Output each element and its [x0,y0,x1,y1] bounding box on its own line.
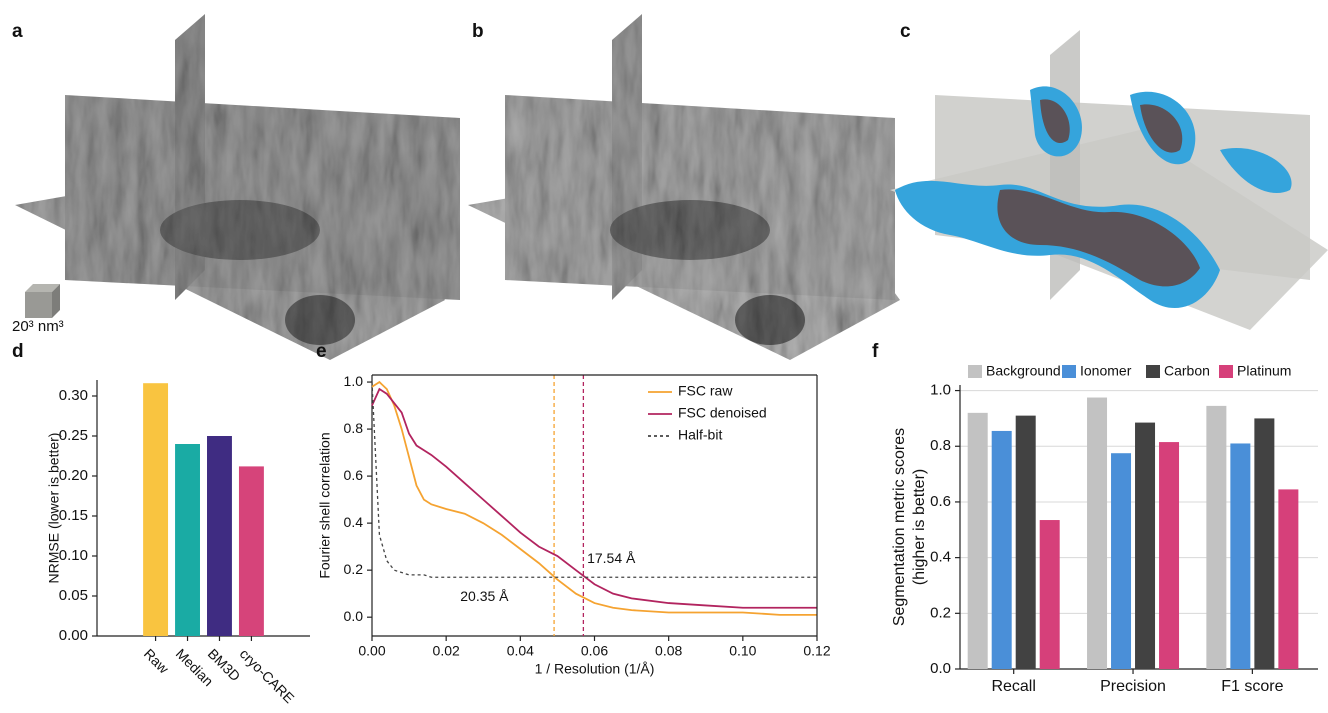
slice-xz [65,95,460,300]
legend-label: FSC denoised [678,405,767,421]
bar [239,466,264,636]
annotation: 17.54 Å [587,550,636,566]
panel-label: b [472,21,484,42]
panel-label: a [12,21,23,42]
line-series [372,389,817,608]
annotation: 20.35 Å [460,588,509,604]
x-tick-label: 0.02 [433,643,460,659]
structure [285,295,355,345]
bar [1040,520,1060,669]
y-tick-label: 0.2 [930,604,951,621]
x-tick-label: 0.10 [729,643,756,659]
y-tick-label: 0.05 [59,587,88,604]
x-tick-label: 0.00 [358,643,385,659]
y-tick-label: 0.30 [59,387,88,404]
legend-label: FSC raw [678,383,733,399]
y-tick-label: 0.15 [59,507,88,524]
y-tick-label: 0.10 [59,547,88,564]
y-tick-label: 0.6 [930,493,951,510]
y-tick-label: 0.0 [344,608,364,624]
bar [1135,423,1155,669]
y-tick-label: 0.20 [59,467,88,484]
bar [175,444,200,636]
legend-label: Background [986,363,1061,379]
x-tick-label: Recall [991,678,1035,695]
legend-label: Carbon [1164,363,1210,379]
y-tick-label: 0.2 [344,561,364,577]
panel-label: e [316,341,327,362]
bar [992,431,1012,669]
legend-swatch [1219,365,1233,378]
legend-swatch [1062,365,1076,378]
bar [1016,416,1036,669]
slice-yz [1050,30,1080,300]
x-tick-label: 0.12 [803,643,830,659]
structure [735,295,805,345]
y-tick-label: 0.8 [930,437,951,454]
bar [207,436,232,636]
panel-label: d [12,341,24,362]
x-tick-label: 0.04 [507,643,534,659]
slice-xz [505,95,895,300]
legend-swatch [968,365,982,378]
tomogram-raw [15,14,460,360]
y-tick-label: 0.00 [59,627,88,644]
legend-label: Platinum [1237,363,1291,379]
bar [1206,406,1226,669]
y-tick-label: 0.4 [344,514,364,530]
y-axis-title: NRMSE (lower is better) [46,433,62,584]
bar [1087,398,1107,669]
bar [968,413,988,669]
x-axis-title: 1 / Resolution (1/Å) [535,661,655,677]
figure: 20³ nm³ a b c d 0.00 0.05 0.10 0.15 0.20 0.25 0… [0,0,1328,713]
legend-swatch [1146,365,1160,378]
y-tick-label: 1.0 [344,373,364,389]
tomogram-denoised [468,14,900,360]
x-tick-label: 0.06 [581,643,608,659]
segmentation [890,30,1328,330]
cube-front [25,292,52,318]
y-tick-label: 0.0 [930,660,951,677]
y-tick-label: 0.25 [59,427,88,444]
panel-label: c [900,21,911,42]
structure [160,200,320,260]
bar [1278,489,1298,669]
y-axis-title: Fourier shell correlation [317,432,333,578]
y-tick-label: 1.0 [930,382,951,399]
bar [143,383,168,636]
bar [1254,418,1274,669]
legend-label: Half-bit [678,427,722,443]
slice-yz [175,14,205,300]
scale-cube [25,284,60,318]
scale-label: 20³ nm³ [12,318,64,335]
x-tick-label: Raw [141,645,173,677]
slice-yz [612,14,642,300]
x-tick-label: 0.08 [655,643,682,659]
y-axis-title: Segmentation metric scores [891,428,908,626]
x-tick-label: cryo-CARE [237,645,298,706]
y-tick-label: 0.8 [344,420,364,436]
bar [1159,442,1179,669]
y-axis-title: (higher is better) [911,469,928,586]
structure [610,200,770,260]
bar [1230,443,1250,669]
panel-label: f [872,341,879,362]
x-tick-label: F1 score [1221,678,1283,695]
y-tick-label: 0.6 [344,467,364,483]
bar [1111,453,1131,669]
legend-label: Ionomer [1080,363,1132,379]
y-tick-label: 0.4 [930,549,951,566]
x-tick-label: Precision [1100,678,1166,695]
